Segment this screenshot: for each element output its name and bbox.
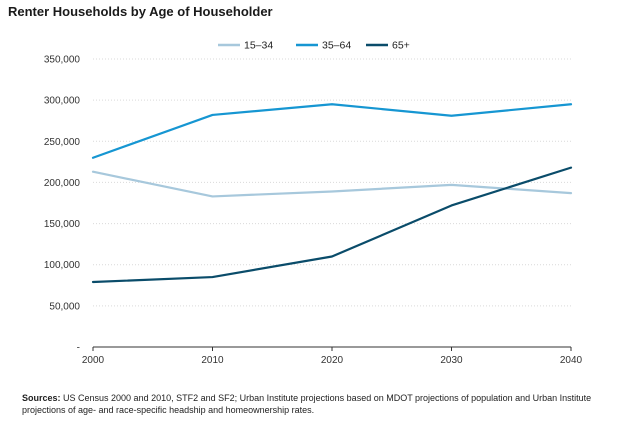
legend-label: 35–64 <box>322 40 351 52</box>
y-axis: - 50,000 100,000 150,000 200,000 250,000 300,0… <box>44 55 81 354</box>
y-tick-label: 200,000 <box>44 178 81 189</box>
series-line-1 <box>91 170 573 198</box>
x-tick-label: 2040 <box>560 355 583 366</box>
y-tick-label: - <box>77 343 80 354</box>
source-text: US Census 2000 and 2010, STF2 and SF2; U… <box>22 393 592 415</box>
y-tick-label: 100,000 <box>44 260 81 271</box>
legend-label: 15–34 <box>244 40 273 52</box>
y-tick-label: 350,000 <box>44 55 81 66</box>
source-note: Sources: US Census 2000 and 2010, STF2 a… <box>22 392 602 416</box>
legend: 15–34 35–64 65+ <box>218 40 410 52</box>
y-tick-label: 150,000 <box>44 219 81 230</box>
legend-label: 65+ <box>392 40 410 52</box>
x-axis: 2000 2010 2020 2030 2040 <box>82 346 583 366</box>
x-tick-label: 2030 <box>440 355 463 366</box>
series-line-2 <box>91 103 573 159</box>
source-label: Sources: <box>22 393 61 403</box>
line-chart: - 50,000 100,000 150,000 200,000 250,000 300,0… <box>44 40 583 367</box>
gridlines <box>93 58 571 307</box>
series-line-3 <box>91 166 573 284</box>
y-tick-label: 250,000 <box>44 137 81 148</box>
x-tick-label: 2020 <box>321 355 344 366</box>
x-tick-label: 2010 <box>201 355 224 366</box>
x-tick-label: 2000 <box>82 355 105 366</box>
y-tick-label: 300,000 <box>44 96 81 107</box>
series-lines <box>91 103 573 284</box>
y-tick-label: 50,000 <box>49 301 80 312</box>
chart-title: Renter Households by Age of Householder <box>8 4 273 19</box>
